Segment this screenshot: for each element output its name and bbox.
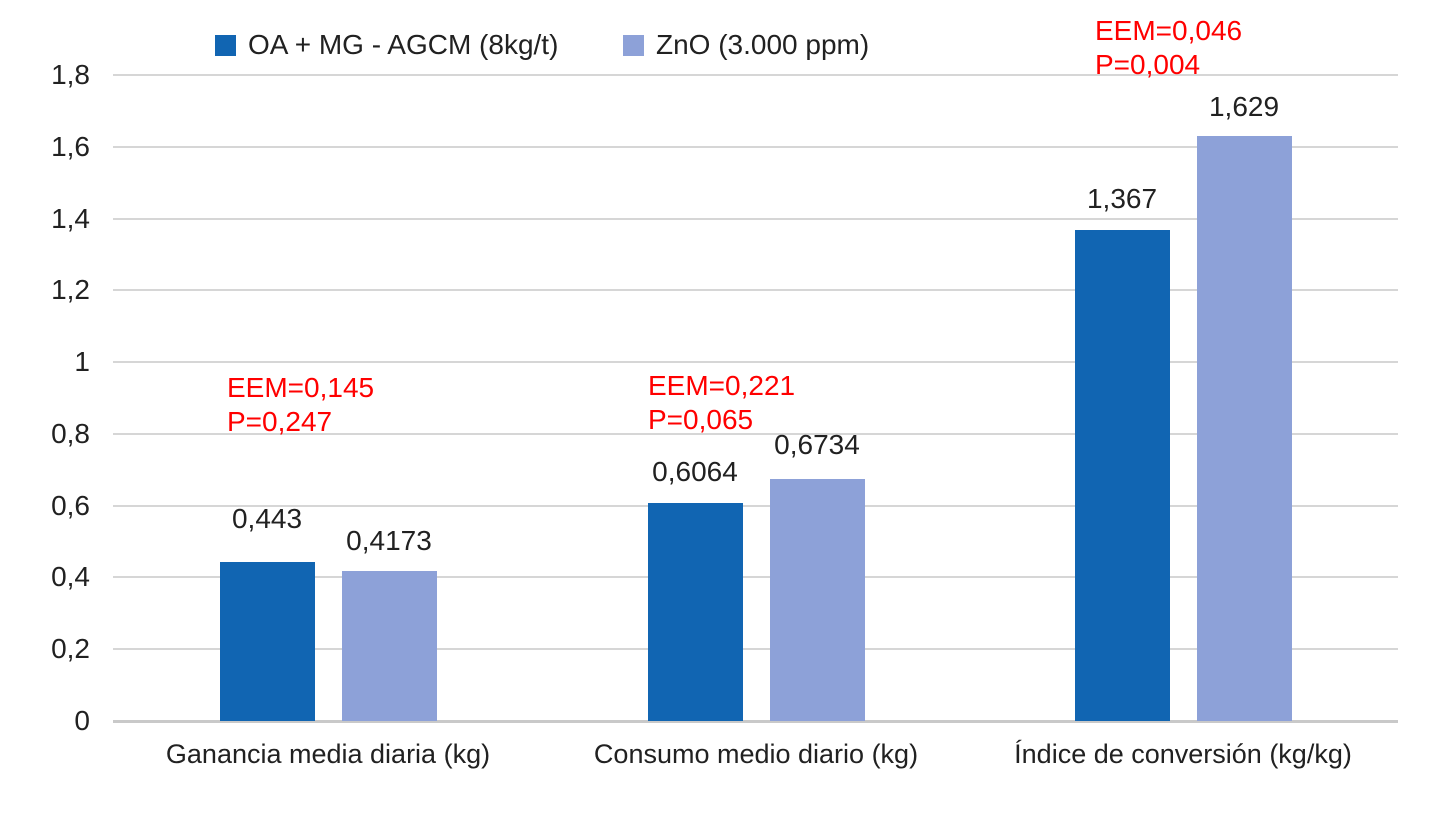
gridline: [113, 505, 1398, 507]
gridline: [113, 289, 1398, 291]
legend-swatch-icon: [215, 34, 236, 56]
category-label: Índice de conversión (kg/kg): [1014, 739, 1352, 769]
gridline: [113, 74, 1398, 76]
y-axis-tick-label: 1,4: [51, 203, 90, 234]
gridline: [113, 146, 1398, 148]
category-label: Ganancia media diaria (kg): [165, 739, 491, 769]
y-axis-tick-label: 1: [74, 346, 90, 377]
y-axis-tick-label: 1,6: [51, 131, 90, 162]
bar: [219, 562, 315, 721]
gridline: [113, 648, 1398, 650]
bar: [341, 571, 437, 721]
y-axis-tick-label: 1,2: [51, 274, 90, 305]
x-axis-baseline: [113, 720, 1398, 723]
category-label: Consumo medio diario (kg): [593, 739, 919, 769]
y-axis-tick-label: 0: [74, 705, 90, 736]
annotation-eem-p: EEM=0,221 P=0,065: [648, 370, 796, 435]
annotation-eem-p: EEM=0,046 P=0,004: [1095, 15, 1243, 80]
legend-swatch-icon: [623, 34, 644, 56]
legend-item-oa-mg-agcm: OA + MG - AGCM (8kg/t): [215, 30, 558, 60]
gridline: [113, 576, 1398, 578]
y-axis-tick-label: 0,2: [51, 633, 90, 664]
bar: [647, 503, 743, 721]
gridline: [113, 218, 1398, 220]
value-label: 0,443: [231, 503, 303, 534]
bar: [769, 479, 865, 721]
legend-item-zno: ZnO (3.000 ppm): [623, 30, 869, 60]
value-label: 1,367: [1086, 183, 1158, 214]
value-label: 0,4173: [346, 525, 432, 556]
gridline: [113, 433, 1398, 435]
legend-label: ZnO (3.000 ppm): [656, 29, 870, 60]
y-axis-tick-label: 0,4: [51, 561, 90, 592]
value-label: 0,6064: [652, 456, 738, 487]
value-label: 1,629: [1208, 91, 1280, 122]
y-axis-tick-label: 1,8: [51, 59, 90, 90]
legend-label: OA + MG - AGCM (8kg/t): [248, 29, 559, 60]
y-axis-tick-label: 0,6: [51, 490, 90, 521]
gridline: [113, 361, 1398, 363]
bar: [1074, 230, 1170, 721]
y-axis-tick-label: 0,8: [51, 418, 90, 449]
value-label: 0,6734: [774, 429, 860, 460]
bar: [1196, 136, 1292, 721]
annotation-eem-p: EEM=0,145 P=0,247: [227, 372, 375, 437]
